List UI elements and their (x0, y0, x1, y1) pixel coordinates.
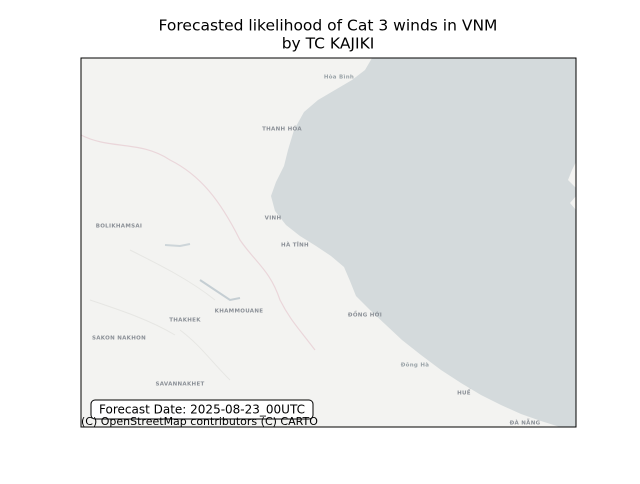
river (164, 243, 191, 248)
map: Hòa Bình THANH HÓA VINH HÀ TĨNH BOLIKHAMSAI K… (81, 58, 576, 427)
attribution: (C) OpenStreetMap contributors (C) CARTO (81, 415, 318, 428)
date-box (90, 399, 314, 420)
forecast-date: Forecast Date: 2025-08-23_00UTC (99, 403, 305, 417)
place-label: Hòa Bình (324, 74, 354, 81)
place-label: THAKHEK (169, 318, 201, 324)
place-label: KHAMMOUANE (215, 309, 264, 315)
place-label: BOLIKHAMSAI (96, 224, 143, 230)
place-label: Đông Hà (401, 362, 430, 369)
sea (271, 58, 576, 427)
title-line: Forecasted likelihood of Cat 3 winds in … (159, 17, 498, 35)
place-label: SAKON NAKHON (92, 336, 146, 342)
place-label: THANH HÓA (262, 126, 302, 133)
place-label: HÀ TĨNH (281, 242, 309, 249)
road (89, 249, 231, 381)
place-label: SAVANNAKHET (155, 382, 204, 388)
place-label: ĐÀ NẴNG (510, 419, 541, 427)
lake (199, 279, 241, 302)
map-labels: Hòa Bình THANH HÓA VINH HÀ TĨNH BOLIKHAMSAI K… (92, 74, 541, 427)
place-label: VINH (265, 216, 282, 222)
border (81, 134, 316, 351)
title-line: by TC KAJIKI (282, 35, 375, 53)
place-label: ĐỒNG HỚI (348, 310, 382, 319)
place-label: HUẾ (457, 389, 471, 397)
map-frame (80, 57, 577, 428)
